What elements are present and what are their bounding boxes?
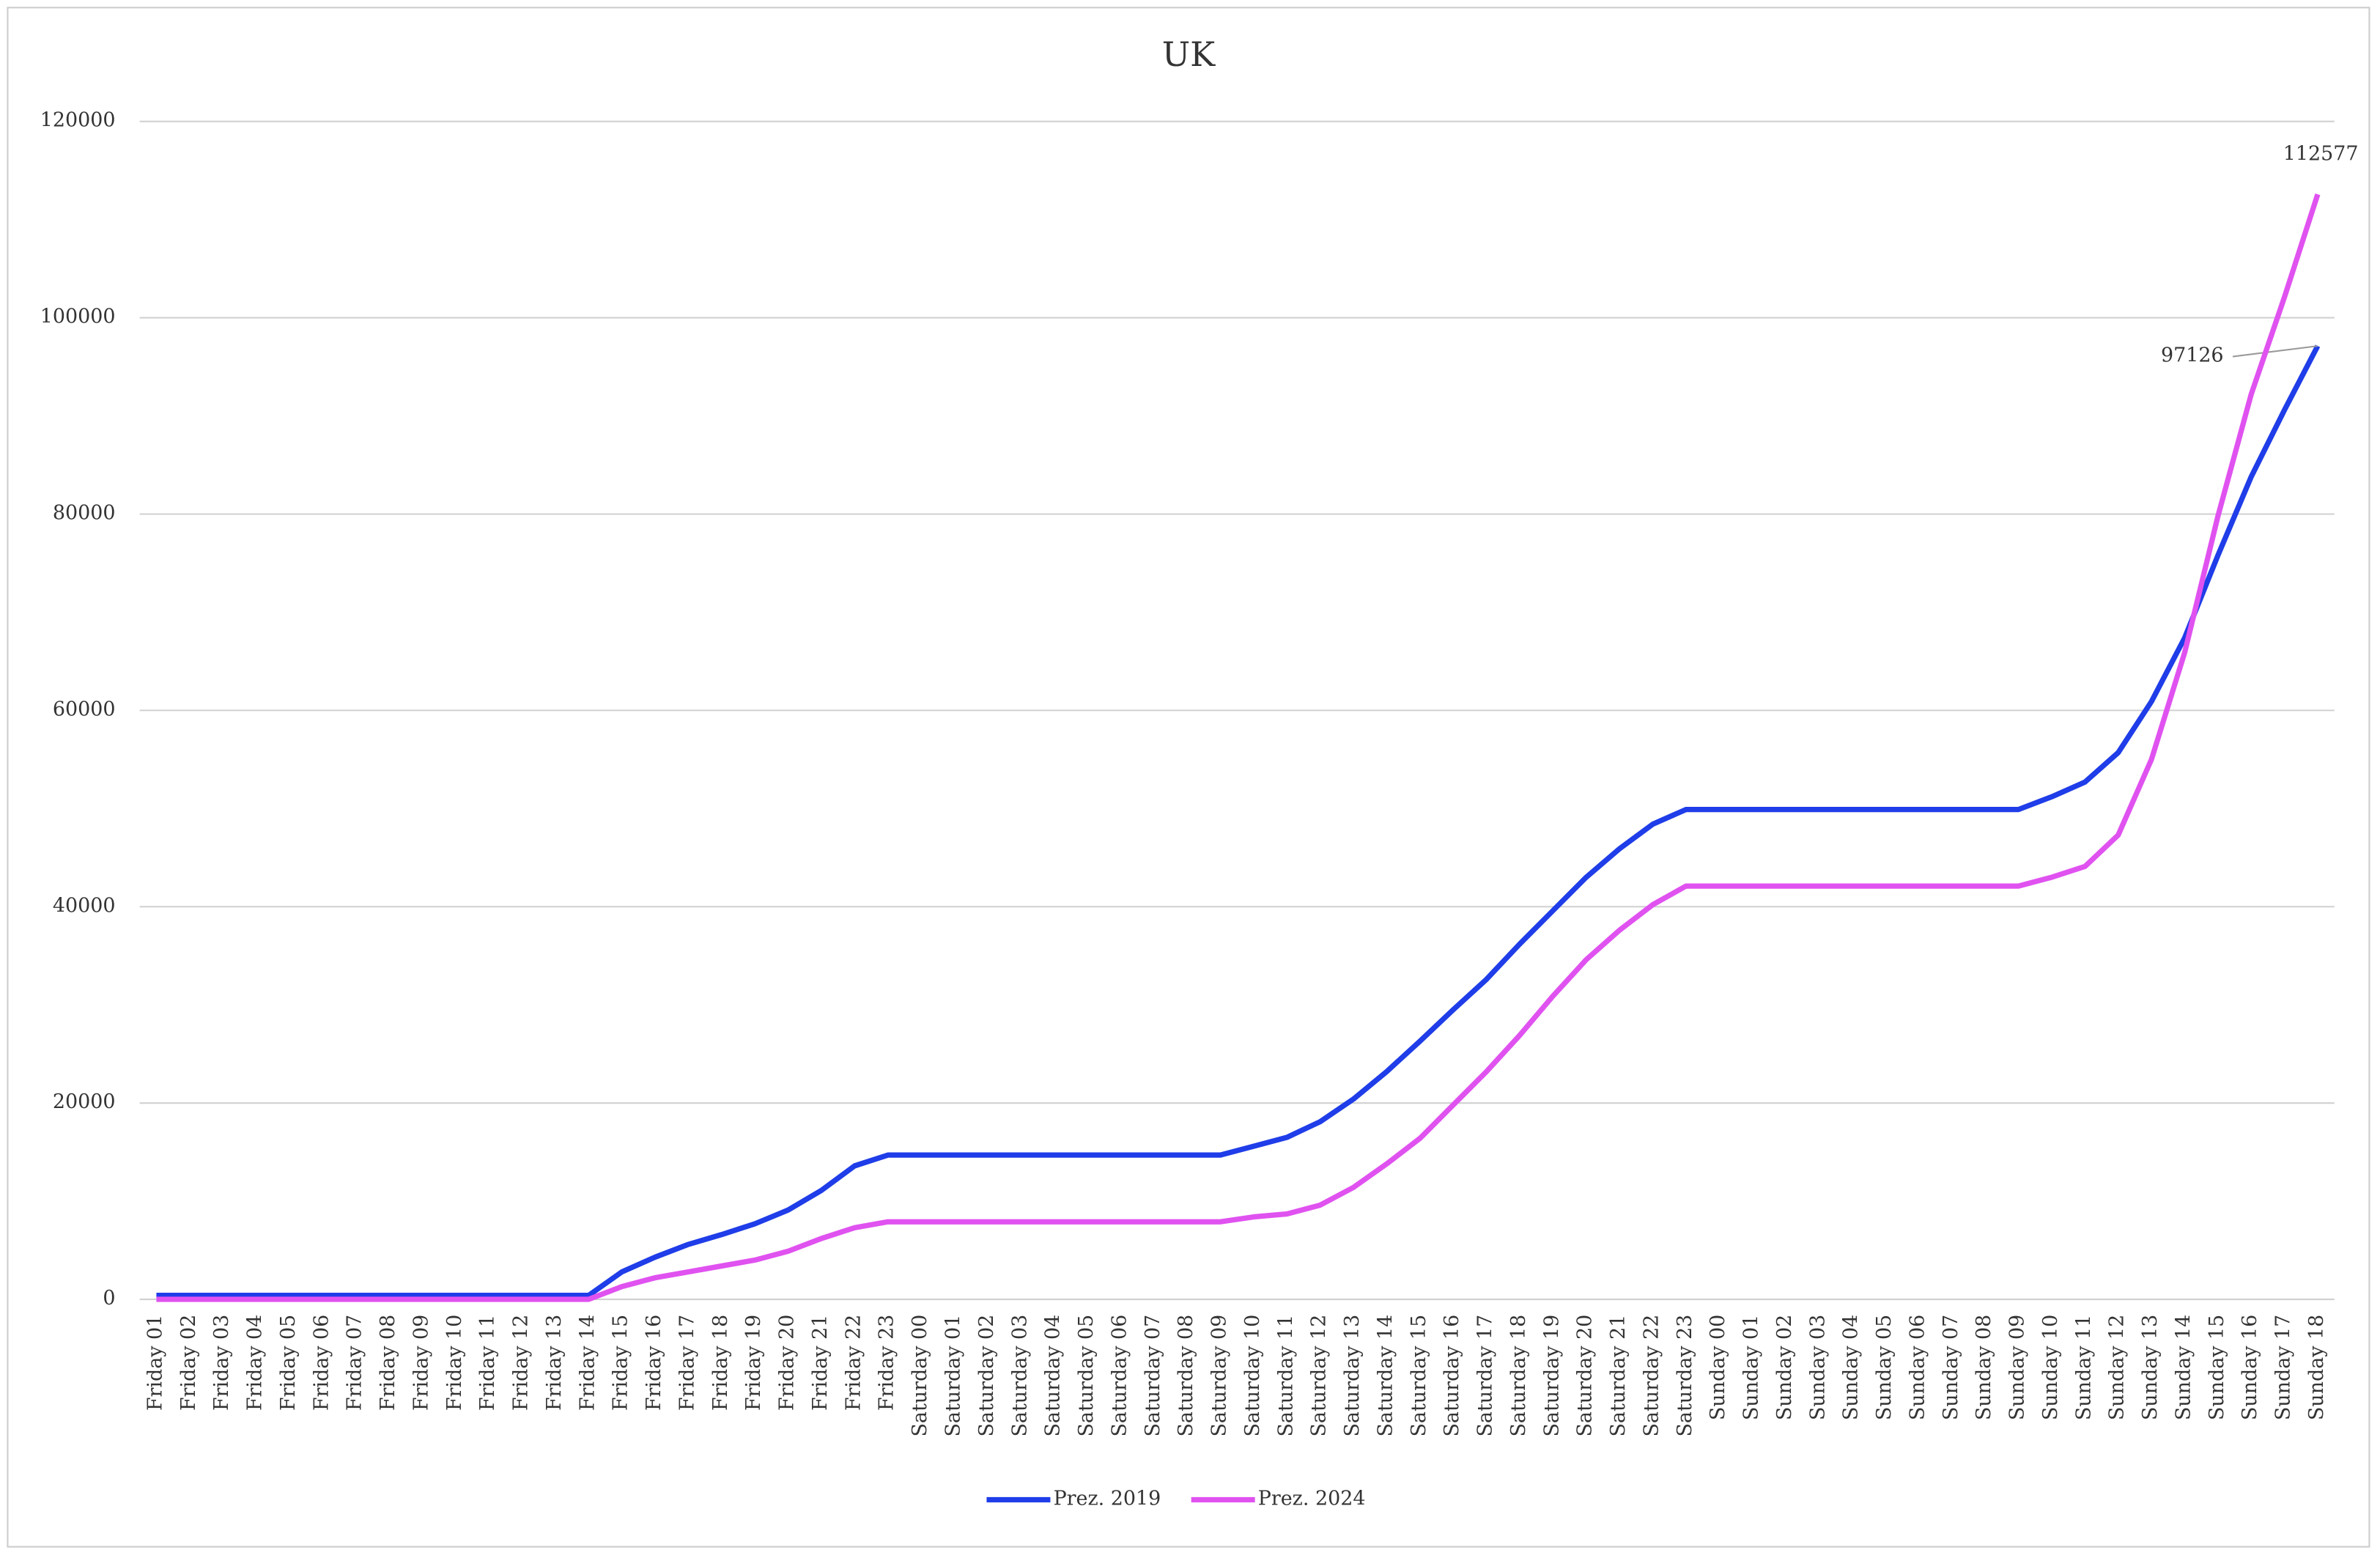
- y-tick-label: 80000: [53, 501, 116, 524]
- legend-label: Prez. 2024: [1258, 1487, 1366, 1510]
- x-tick-label: Sunday 09: [2006, 1315, 2029, 1420]
- x-tick-label: Friday 23: [876, 1315, 898, 1411]
- x-tick-label: Saturday 06: [1108, 1315, 1131, 1437]
- x-tick-label: Friday 14: [576, 1315, 599, 1411]
- x-tick-label: Sunday 15: [2206, 1315, 2228, 1420]
- x-tick-label: Saturday 21: [1607, 1315, 1630, 1437]
- x-tick-label: Saturday 16: [1441, 1315, 1463, 1437]
- x-tick-label: Friday 01: [144, 1315, 166, 1411]
- legend-label: Prez. 2019: [1054, 1487, 1161, 1510]
- x-tick-label: Saturday 04: [1042, 1315, 1065, 1437]
- x-tick-label: Saturday 13: [1341, 1315, 1364, 1437]
- x-tick-label: Sunday 07: [1940, 1315, 1962, 1420]
- x-tick-label: Friday 21: [809, 1315, 832, 1411]
- x-tick-label: Friday 04: [244, 1315, 267, 1411]
- x-tick-label: Saturday 23: [1674, 1315, 1696, 1437]
- y-tick-label: 40000: [53, 894, 116, 917]
- series-line: [156, 344, 2321, 1299]
- x-tick-label: Friday 10: [443, 1315, 466, 1411]
- y-tick-label: 60000: [53, 698, 116, 720]
- x-tick-label: Sunday 00: [1707, 1315, 1729, 1420]
- x-tick-label: Sunday 13: [2139, 1315, 2162, 1420]
- chart-frame: [7, 7, 2370, 1548]
- x-tick-label: Sunday 18: [2305, 1315, 2328, 1420]
- x-tick-label: Friday 02: [177, 1315, 200, 1411]
- x-tick-label: Friday 16: [643, 1315, 665, 1411]
- x-tick-label: Saturday 00: [909, 1315, 931, 1437]
- y-tick-label: 20000: [53, 1090, 116, 1113]
- x-tick-label: Saturday 14: [1374, 1315, 1397, 1437]
- x-tick-label: Saturday 10: [1241, 1315, 1264, 1437]
- x-tick-label: Friday 09: [410, 1315, 432, 1411]
- x-tick-label: Sunday 03: [1806, 1315, 1829, 1420]
- data-label-leader: [2232, 345, 2318, 358]
- x-tick-label: Saturday 08: [1175, 1315, 1197, 1437]
- data-label: 97126: [2161, 344, 2224, 367]
- x-tick-label: Saturday 12: [1308, 1315, 1331, 1437]
- x-tick-label: Friday 05: [277, 1315, 300, 1411]
- x-tick-label: Friday 08: [377, 1315, 399, 1411]
- x-tick-label: Saturday 17: [1474, 1315, 1497, 1437]
- x-tick-label: Saturday 15: [1408, 1315, 1430, 1437]
- x-tick-label: Friday 22: [842, 1315, 865, 1411]
- x-tick-label: Saturday 05: [1075, 1315, 1098, 1437]
- x-tick-label: Friday 20: [776, 1315, 799, 1411]
- x-tick-label: Sunday 12: [2106, 1315, 2129, 1420]
- y-tick-label: 0: [103, 1287, 115, 1310]
- x-tick-label: Saturday 19: [1540, 1315, 1563, 1437]
- x-tick-label: Friday 07: [344, 1315, 366, 1411]
- x-tick-label: Sunday 11: [2072, 1315, 2095, 1420]
- x-tick-label: Friday 12: [510, 1315, 533, 1411]
- x-tick-label: Friday 11: [476, 1315, 499, 1411]
- x-tick-label: Saturday 09: [1208, 1315, 1231, 1437]
- x-tick-label: Friday 13: [543, 1315, 566, 1411]
- x-tick-label: Saturday 03: [1008, 1315, 1031, 1437]
- x-tick-label: Friday 15: [610, 1315, 632, 1411]
- x-tick-label: Sunday 01: [1740, 1315, 1763, 1420]
- series-line: [156, 193, 2321, 1302]
- x-tick-label: Saturday 22: [1640, 1315, 1663, 1437]
- x-tick-label: Saturday 18: [1507, 1315, 1530, 1437]
- x-tick-label: Sunday 14: [2172, 1315, 2195, 1420]
- x-tick-label: Sunday 06: [1906, 1315, 1929, 1420]
- x-tick-label: Sunday 02: [1773, 1315, 1796, 1420]
- x-tick-label: Sunday 10: [2039, 1315, 2062, 1420]
- x-tick-label: Sunday 05: [1873, 1315, 1896, 1420]
- x-tick-label: Friday 17: [676, 1315, 698, 1411]
- data-label: 112577: [2283, 142, 2359, 165]
- chart-title: UK: [1162, 35, 1216, 74]
- x-tick-label: Friday 18: [709, 1315, 732, 1411]
- x-tick-label: Sunday 04: [1840, 1315, 1863, 1420]
- x-tick-label: Saturday 11: [1274, 1315, 1297, 1437]
- x-tick-label: Sunday 16: [2239, 1315, 2261, 1420]
- x-tick-label: Saturday 01: [942, 1315, 964, 1437]
- x-tick-label: Sunday 17: [2272, 1315, 2295, 1420]
- x-tick-label: Saturday 07: [1142, 1315, 1164, 1437]
- x-tick-label: Saturday 20: [1574, 1315, 1597, 1437]
- x-tick-label: Friday 19: [742, 1315, 765, 1411]
- x-tick-label: Friday 06: [310, 1315, 333, 1411]
- y-tick-label: 120000: [40, 109, 116, 132]
- y-tick-label: 100000: [40, 306, 116, 328]
- x-tick-label: Friday 03: [210, 1315, 233, 1411]
- x-tick-label: Sunday 08: [1973, 1315, 1995, 1420]
- x-tick-label: Saturday 02: [975, 1315, 998, 1437]
